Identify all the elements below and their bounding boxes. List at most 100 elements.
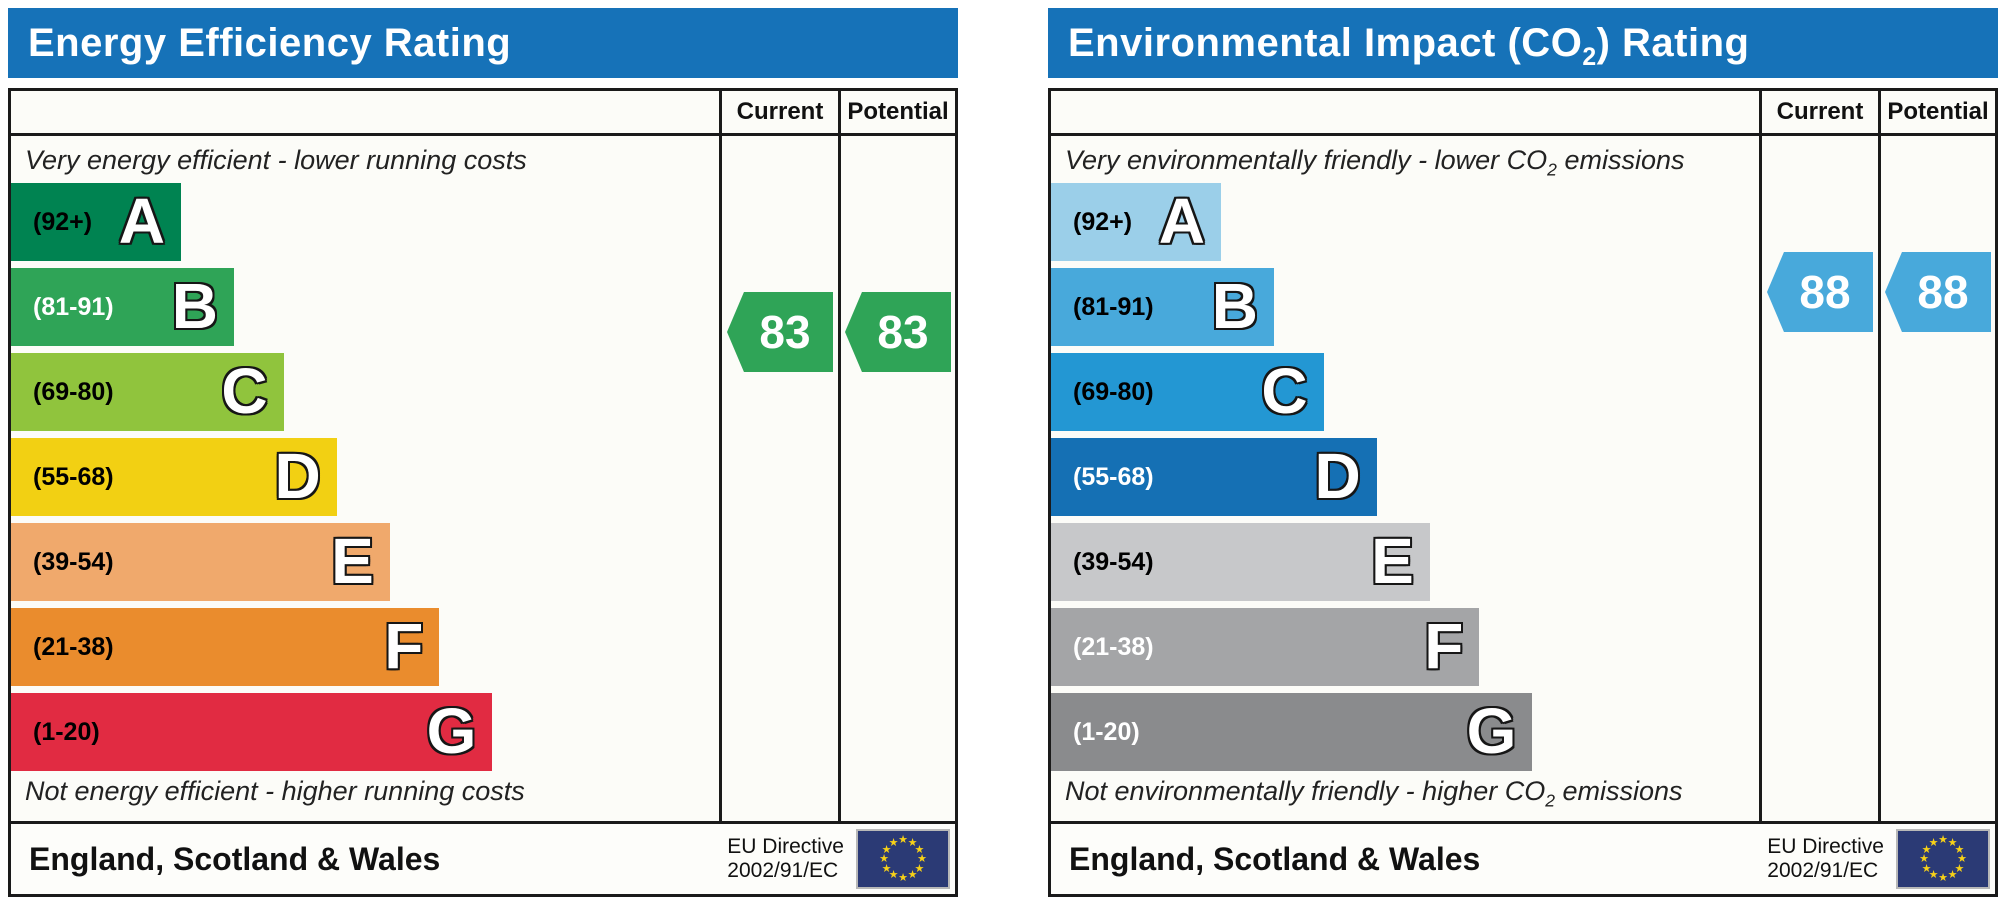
current-column-header: Current [1762,91,1878,136]
band-row: (39-54) E [1051,523,1759,601]
band-a: (92+) A [1051,183,1221,261]
band-range-label: (55-68) [1073,462,1154,491]
band-row: (1-20) G [11,693,719,771]
band-letter: E [331,525,374,597]
band-letter: B [1211,270,1259,342]
band-row: (39-54) E [11,523,719,601]
eu-directive-label: EU Directive 2002/91/EC [1767,834,1884,882]
energy-bands: (92+) A (81-91) B (69-80) C (55-68) D (39-54… [11,183,719,778]
eu-flag-icon: ★ ★ ★ ★ ★ ★ ★ ★ ★ ★ ★ ★ [856,829,950,889]
environmental-bands: (92+) A (81-91) B (69-80) C (55-68) D (39-54… [1051,183,1759,778]
energy-chart-box: Very energy efficient - lower running co… [8,88,958,897]
band-row: (21-38) F [11,608,719,686]
band-d: (55-68) D [1051,438,1377,516]
environmental-current-cell: 88 [1762,136,1878,821]
current-column-header: Current [722,91,838,136]
environmental-impact-panel: Environmental Impact (CO2) Rating Very e… [1048,8,1998,897]
band-letter: F [1424,610,1464,682]
band-letter: B [171,270,219,342]
band-letter: G [1466,695,1517,767]
potential-rating-value: 83 [877,306,929,358]
environmental-current-column: Current 88 [1759,91,1878,821]
band-c: (69-80) C [11,353,284,431]
potential-column-header: Potential [1881,91,1995,136]
energy-footer: England, Scotland & Wales EU Directive 20… [11,821,955,894]
band-e: (39-54) E [11,523,390,601]
band-range-label: (1-20) [33,717,100,746]
energy-empty-header-cell [11,91,719,136]
band-range-label: (39-54) [1073,547,1154,576]
panel-title-energy: Energy Efficiency Rating [8,8,958,78]
band-b: (81-91) B [1051,268,1275,346]
band-range-label: (1-20) [1073,717,1140,746]
energy-band-area: Very energy efficient - lower running co… [11,136,719,821]
energy-efficiency-panel: Energy Efficiency Rating Very energy eff… [8,8,958,897]
band-row: (81-91) B [1051,268,1759,346]
band-row: (21-38) F [1051,608,1759,686]
current-rating-arrow: 83 [727,292,833,372]
band-row: (55-68) D [11,438,719,516]
band-range-label: (39-54) [33,547,114,576]
potential-rating-value: 88 [1917,266,1969,318]
band-letter: D [274,440,321,512]
band-letter: D [1314,440,1361,512]
band-letter: G [426,695,477,767]
band-f: (21-38) F [1051,608,1480,686]
band-row: (69-80) C [1051,353,1759,431]
title-text: Environmental Impact (CO2) Rating [1068,20,1750,71]
band-g: (1-20) G [1051,693,1533,771]
energy-current-column: Current 83 [719,91,838,821]
current-rating-value: 83 [759,306,811,358]
environmental-chart-grid: Very environmentally friendly - lower CO… [1051,91,1995,821]
region-label: England, Scotland & Wales [29,840,441,877]
environmental-footer: England, Scotland & Wales EU Directive 20… [1051,821,1995,894]
band-range-label: (21-38) [1073,632,1154,661]
region-label: England, Scotland & Wales [1069,840,1481,877]
band-g: (1-20) G [11,693,493,771]
band-f: (21-38) F [11,608,440,686]
energy-band-column: Very energy efficient - lower running co… [11,91,719,821]
current-rating-arrow: 88 [1767,252,1873,332]
band-row: (81-91) B [11,268,719,346]
band-c: (69-80) C [1051,353,1324,431]
band-range-label: (69-80) [1073,377,1154,406]
potential-column-header: Potential [841,91,955,136]
band-letter: E [1371,525,1414,597]
title-text: Energy Efficiency Rating [28,20,512,65]
band-row: (92+) A [1051,183,1759,261]
potential-rating-arrow: 83 [845,292,951,372]
band-row: (1-20) G [1051,693,1759,771]
environmental-band-area: Very environmentally friendly - lower CO… [1051,136,1759,821]
band-d: (55-68) D [11,438,337,516]
band-letter: C [1261,355,1308,427]
band-range-label: (92+) [33,207,93,236]
environmental-empty-header-cell [1051,91,1759,136]
potential-rating-arrow: 88 [1885,252,1991,332]
energy-current-cell: 83 [722,136,838,821]
environmental-caption-bottom: Not environmentally friendly - higher CO… [1065,776,1683,811]
band-range-label: (81-91) [1073,292,1154,321]
band-a: (92+) A [11,183,181,261]
band-letter: C [221,355,268,427]
energy-caption-bottom: Not energy efficient - higher running co… [25,776,525,806]
energy-chart-grid: Very energy efficient - lower running co… [11,91,955,821]
environmental-potential-column: Potential 88 [1878,91,1995,821]
band-range-label: (81-91) [33,292,114,321]
band-letter: A [118,185,165,257]
energy-caption-top: Very energy efficient - lower running co… [25,145,527,175]
band-row: (69-80) C [11,353,719,431]
band-range-label: (21-38) [33,632,114,661]
energy-potential-cell: 83 [841,136,955,821]
environmental-caption-top: Very environmentally friendly - lower CO… [1065,145,1685,180]
eu-flag-icon: ★ ★ ★ ★ ★ ★ ★ ★ ★ ★ ★ ★ [1896,829,1990,889]
panel-title-environmental: Environmental Impact (CO2) Rating [1048,8,1998,78]
band-letter: A [1158,185,1205,257]
band-row: (55-68) D [1051,438,1759,516]
band-e: (39-54) E [1051,523,1430,601]
current-rating-value: 88 [1799,266,1851,318]
band-letter: F [384,610,424,682]
band-b: (81-91) B [11,268,235,346]
band-range-label: (55-68) [33,462,114,491]
band-range-label: (92+) [1073,207,1133,236]
